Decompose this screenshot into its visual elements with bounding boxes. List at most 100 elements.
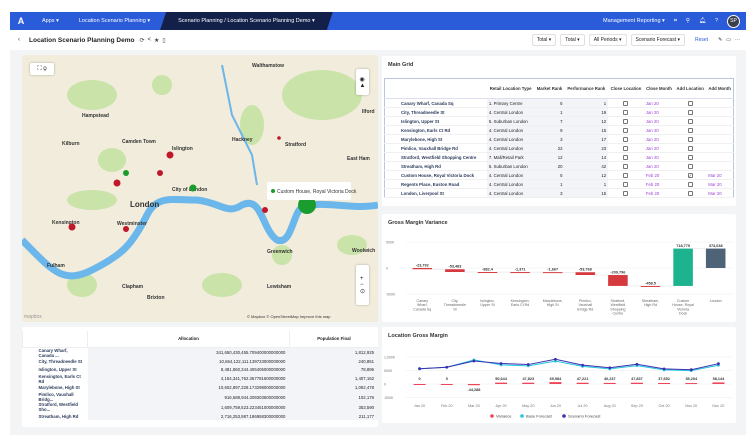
add-location-checkbox[interactable] xyxy=(674,98,707,108)
cell-add-month[interactable] xyxy=(706,98,734,108)
add-location-checkbox[interactable] xyxy=(674,143,707,153)
breadcrumb-location-scenario-planning[interactable]: Location Scenario Planning ▾ xyxy=(78,18,151,24)
avatar[interactable]: SP xyxy=(727,14,740,28)
close-location-checkbox[interactable] xyxy=(608,188,644,198)
map-panel[interactable]: Walthamstow Hampstead Kilburn Camden Town Is… xyxy=(22,55,378,322)
cell-add-month[interactable] xyxy=(706,143,734,153)
close-location-checkbox[interactable] xyxy=(608,143,644,153)
close-location-checkbox[interactable] xyxy=(608,152,644,162)
checkbox[interactable] xyxy=(687,100,693,106)
add-location-checkbox[interactable] xyxy=(674,134,707,144)
close-location-checkbox[interactable] xyxy=(608,170,644,180)
cell-close-month[interactable]: Jan 20 xyxy=(643,107,675,117)
bookmark-icon[interactable]: ▯ xyxy=(162,37,166,44)
grid-column-header[interactable]: Add Month xyxy=(706,78,734,99)
cell-close-month[interactable]: Jan 20 xyxy=(643,125,675,135)
add-location-checkbox[interactable] xyxy=(674,188,707,198)
alloc-column-header[interactable]: Population Final xyxy=(288,331,378,348)
search-icon[interactable]: ⚲ xyxy=(685,18,690,24)
grid-column-header[interactable]: Close Month xyxy=(643,78,675,99)
checkbox[interactable] xyxy=(623,127,629,133)
checkbox[interactable] xyxy=(687,118,693,124)
checkbox[interactable] xyxy=(623,163,629,169)
checkbox[interactable] xyxy=(623,136,629,142)
close-location-checkbox[interactable] xyxy=(608,179,644,189)
layers-button[interactable]: ◉ ▲ xyxy=(356,69,369,95)
checkbox[interactable]: ✓ xyxy=(687,172,693,178)
grid-column-header[interactable]: Retail Location Type xyxy=(486,78,535,99)
cell-add-month[interactable]: Mar 20 xyxy=(706,188,734,198)
checkbox[interactable] xyxy=(687,181,693,187)
cell-close-month[interactable]: Jan 20 xyxy=(643,98,675,108)
cell-close-month[interactable]: Jan 20 xyxy=(643,152,675,162)
add-location-checkbox[interactable]: ✓ xyxy=(674,170,707,180)
close-location-checkbox[interactable] xyxy=(608,107,644,117)
close-location-checkbox[interactable] xyxy=(608,125,644,135)
map-location-marker[interactable] xyxy=(113,179,121,187)
back-icon[interactable]: ‹ xyxy=(18,37,20,43)
checkbox[interactable] xyxy=(623,172,629,178)
map[interactable]: Walthamstow Hampstead Kilburn Camden Town Is… xyxy=(22,55,378,322)
checkbox[interactable] xyxy=(687,154,693,160)
cell-close-month[interactable]: Feb 20 xyxy=(643,179,675,189)
checkbox[interactable] xyxy=(687,163,693,169)
close-location-checkbox[interactable] xyxy=(608,161,644,171)
help-icon[interactable]: ? xyxy=(714,18,718,24)
checkbox[interactable] xyxy=(623,118,629,124)
select-area-button[interactable]: ⛶ ⚲ xyxy=(30,63,54,75)
cell-add-month[interactable] xyxy=(706,107,734,117)
cell-close-month[interactable]: Jan 20 xyxy=(643,143,675,153)
map-location-marker[interactable] xyxy=(157,170,163,176)
filter-total-1[interactable]: Total ▾ xyxy=(531,34,557,46)
star-icon[interactable]: ★ xyxy=(154,37,160,44)
add-location-checkbox[interactable] xyxy=(674,161,707,171)
grid-column-header[interactable]: Close Location xyxy=(608,78,644,99)
cell-close-month[interactable]: Jan 20 xyxy=(643,116,675,126)
close-location-checkbox[interactable] xyxy=(608,98,644,108)
zoom-controls[interactable]: + − ⊙ xyxy=(356,265,369,305)
map-location-marker[interactable] xyxy=(262,207,268,213)
checkbox[interactable] xyxy=(623,109,629,115)
app-logo[interactable]: A xyxy=(17,16,25,26)
map-location-marker[interactable] xyxy=(298,196,316,214)
checkbox[interactable] xyxy=(623,145,629,151)
grid-column-header[interactable]: Market Rank xyxy=(534,78,565,99)
close-location-checkbox[interactable] xyxy=(608,116,644,126)
cell-close-month[interactable]: Jan 20 xyxy=(643,134,675,144)
grid-column-header[interactable]: Performance Rank xyxy=(564,78,609,99)
map-location-marker[interactable] xyxy=(277,136,281,140)
checkbox[interactable] xyxy=(687,127,693,133)
cell-add-month[interactable] xyxy=(706,134,734,144)
cell-add-month[interactable]: Mar 20 xyxy=(706,179,734,189)
refresh-icon[interactable]: ⟳ xyxy=(139,37,145,44)
cell-add-month[interactable] xyxy=(706,161,734,171)
apps-menu[interactable]: Apps ▾ xyxy=(42,18,59,24)
grid-column-header[interactable]: Add Location xyxy=(674,78,707,99)
add-location-checkbox[interactable] xyxy=(674,116,707,126)
add-location-checkbox[interactable] xyxy=(674,107,707,117)
notification-icon[interactable]: 🔔︎ xyxy=(698,18,706,24)
map-location-marker[interactable] xyxy=(123,226,129,232)
grid-icon[interactable]: ⌗ xyxy=(673,17,677,24)
checkbox[interactable] xyxy=(687,109,693,115)
cell-close-month[interactable]: Feb 20 xyxy=(643,188,675,198)
map-location-marker[interactable] xyxy=(68,223,76,231)
management-reporting-menu[interactable]: Management Reporting ▾ xyxy=(603,18,665,24)
map-location-marker[interactable] xyxy=(166,151,174,159)
breadcrumb-current-page[interactable]: Scenario Planning / Location Scenario Pl… xyxy=(160,12,333,30)
map-location-marker[interactable] xyxy=(189,184,197,192)
checkbox[interactable] xyxy=(623,181,629,187)
map-location-marker[interactable] xyxy=(123,170,129,176)
share-icon[interactable]: < xyxy=(147,37,152,43)
cell-add-month[interactable] xyxy=(706,125,734,135)
checkbox[interactable] xyxy=(623,100,629,106)
edit-icon[interactable]: ✎ xyxy=(718,37,723,43)
checkbox[interactable] xyxy=(623,154,629,160)
map-attribution[interactable]: © Mapbox © OpenStreetMap Improve this ma… xyxy=(247,314,331,319)
add-location-checkbox[interactable] xyxy=(674,179,707,189)
cell-add-month[interactable] xyxy=(706,116,734,126)
close-location-checkbox[interactable] xyxy=(608,134,644,144)
grid-column-header[interactable] xyxy=(384,78,487,99)
filter-scenario[interactable]: Scenario Forecast ▾ xyxy=(630,34,685,46)
cell-close-month[interactable]: Jan 20 xyxy=(643,161,675,171)
